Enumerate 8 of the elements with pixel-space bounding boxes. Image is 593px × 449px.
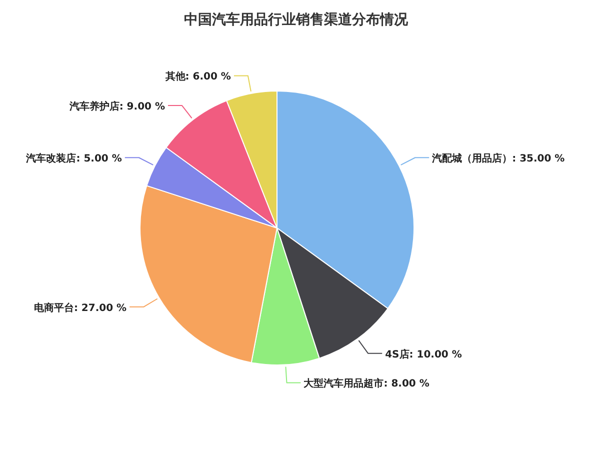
slice-label: 其他: 6.00 % xyxy=(164,70,231,83)
slice-label: 电商平台: 27.00 % xyxy=(34,302,127,314)
slice-label: 4S店: 10.00 % xyxy=(385,348,462,360)
slice-label: 汽配城（用品店）: 35.00 % xyxy=(431,152,565,165)
slice-label: 汽车改装店: 5.00 % xyxy=(25,152,122,165)
slice-label: 汽车养护店: 9.00 % xyxy=(68,100,165,113)
slice-label: 大型汽车用品超市: 8.00 % xyxy=(302,378,430,390)
chart-title: 中国汽车用品行业销售渠道分布情况 xyxy=(184,11,409,28)
